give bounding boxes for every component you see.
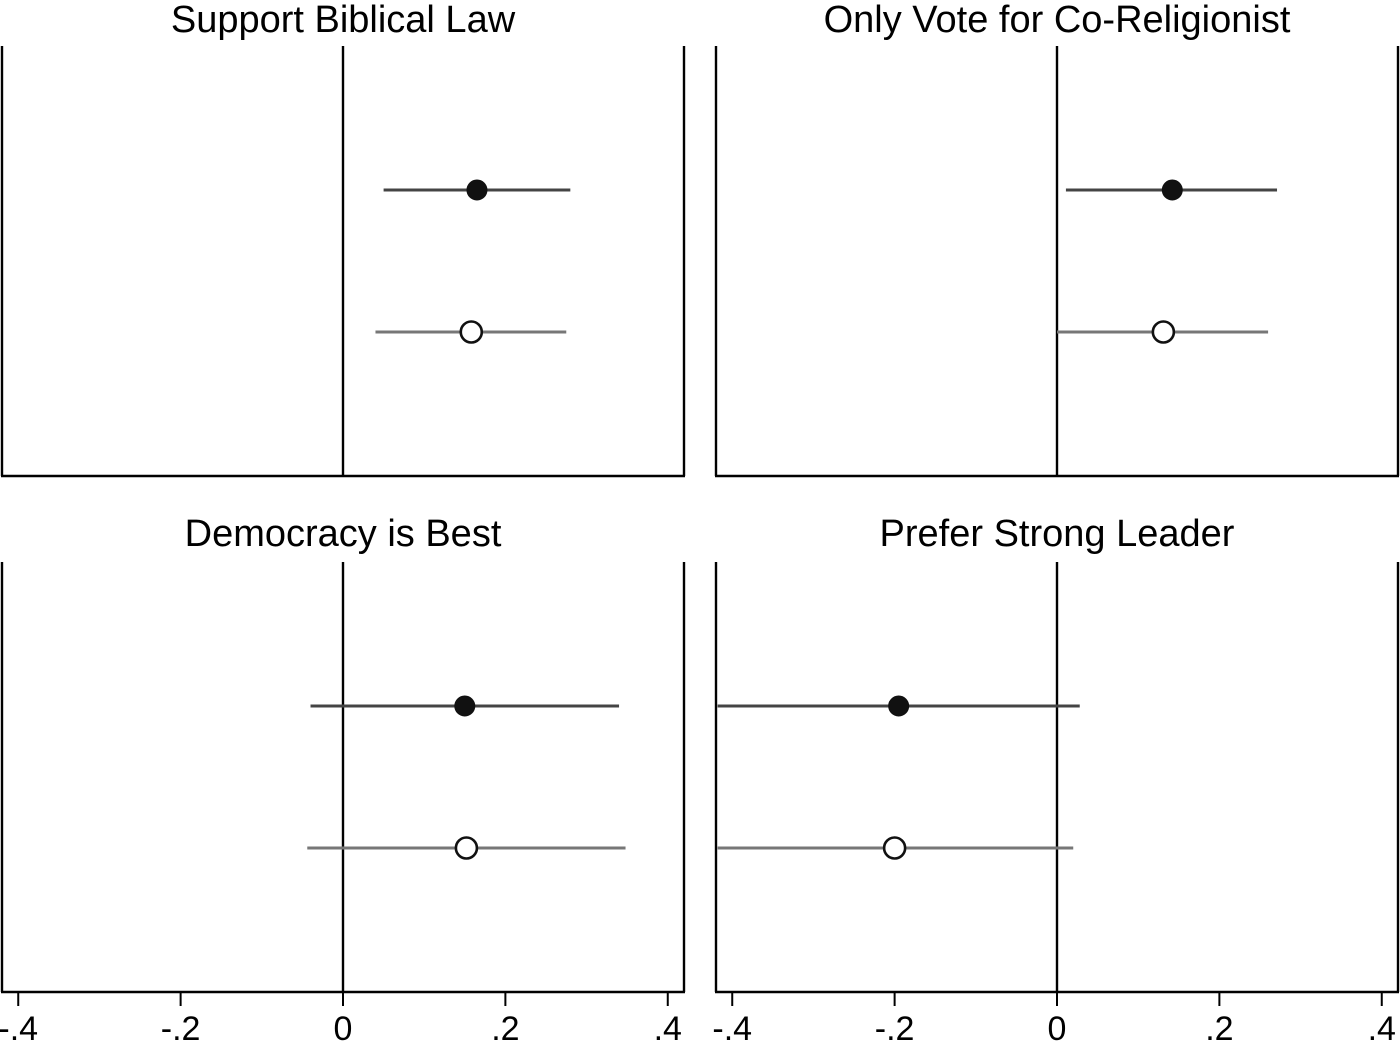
panel-4-hollow-point-estimate [882, 836, 907, 860]
panel-4-x-tick-label: .2 [1205, 1010, 1233, 1045]
panel-3-title: Democracy is Best [185, 513, 502, 555]
panel-2-filled-point-estimate [1161, 179, 1183, 201]
panel-3-x-tick-label: -.2 [161, 1010, 201, 1045]
panel-4-title: Prefer Strong Leader [880, 513, 1235, 555]
panel-4-x-tick-label: 0 [1048, 1010, 1067, 1045]
panel-3-x-tick-label: .4 [654, 1010, 682, 1045]
panel-3-filled-point-estimate [454, 695, 476, 717]
panel-1-filled-point-estimate [466, 179, 488, 201]
panel-1-hollow-point-estimate [459, 320, 484, 344]
panel-1-title: Support Biblical Law [171, 0, 516, 41]
panel-4-x-tick-label: -.4 [712, 1010, 752, 1045]
panel-3-hollow-point-estimate [454, 836, 479, 860]
panel-4-x-tick-label: -.2 [875, 1010, 915, 1045]
panel-3-x-tick-label: .2 [491, 1010, 519, 1045]
panel-4-x-tick-label: .4 [1368, 1010, 1396, 1045]
panel-3-x-tick-label: -.4 [0, 1010, 38, 1045]
panel-2-title: Only Vote for Co-Religionist [824, 0, 1291, 41]
panel-2-hollow-point-estimate [1151, 320, 1176, 344]
panel-3-x-tick-label: 0 [334, 1010, 353, 1045]
panel-4-filled-point-estimate [888, 695, 910, 717]
